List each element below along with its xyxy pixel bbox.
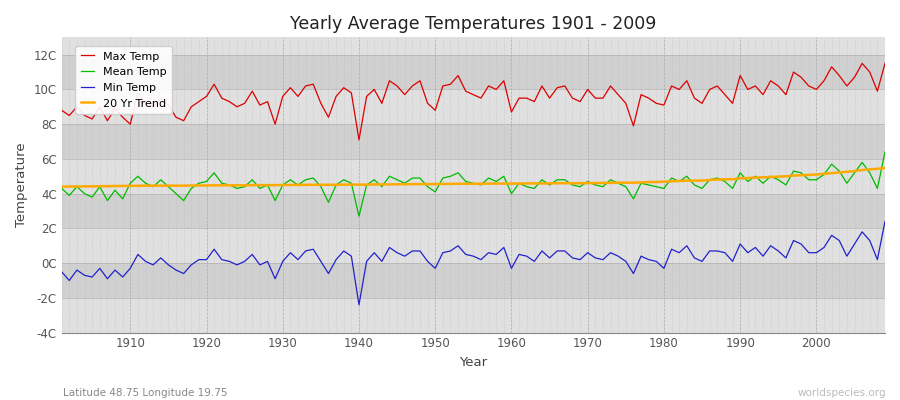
Mean Temp	[506, 191, 517, 196]
Min Temp	[285, 250, 296, 255]
20 Yr Trend	[57, 184, 68, 189]
Mean Temp	[354, 214, 364, 219]
Bar	[62, 20, 885, 55]
Mean Temp	[514, 181, 525, 186]
Mean Temp	[117, 196, 128, 201]
Mean Temp	[879, 150, 890, 154]
Max Temp	[354, 138, 364, 142]
Max Temp	[857, 61, 868, 66]
Max Temp	[330, 94, 341, 99]
20 Yr Trend	[499, 181, 509, 186]
Bar	[62, 194, 885, 228]
Legend: Max Temp, Mean Temp, Min Temp, 20 Yr Trend: Max Temp, Mean Temp, Min Temp, 20 Yr Tre…	[76, 46, 173, 114]
Bar	[62, 124, 885, 159]
Bar	[62, 90, 885, 124]
Bar	[62, 298, 885, 332]
Mean Temp	[330, 182, 341, 187]
X-axis label: Year: Year	[459, 356, 488, 369]
Line: Mean Temp: Mean Temp	[62, 152, 885, 216]
20 Yr Trend	[506, 181, 517, 186]
Y-axis label: Temperature: Temperature	[15, 143, 28, 227]
Max Temp	[57, 108, 68, 113]
Min Temp	[57, 269, 68, 274]
20 Yr Trend	[285, 182, 296, 187]
20 Yr Trend	[598, 180, 608, 185]
Bar	[62, 228, 885, 263]
Mean Temp	[57, 186, 68, 191]
Bar	[62, 263, 885, 298]
Text: Latitude 48.75 Longitude 19.75: Latitude 48.75 Longitude 19.75	[63, 388, 228, 398]
20 Yr Trend	[330, 182, 341, 187]
Line: 20 Yr Trend: 20 Yr Trend	[62, 168, 885, 187]
20 Yr Trend	[117, 184, 128, 188]
20 Yr Trend	[879, 166, 890, 170]
Line: Max Temp: Max Temp	[62, 63, 885, 140]
Min Temp	[354, 302, 364, 307]
Min Temp	[605, 250, 616, 255]
Max Temp	[879, 61, 890, 66]
Title: Yearly Average Temperatures 1901 - 2009: Yearly Average Temperatures 1901 - 2009	[290, 15, 656, 33]
Min Temp	[879, 219, 890, 224]
Max Temp	[285, 85, 296, 90]
Min Temp	[514, 252, 525, 257]
Mean Temp	[285, 177, 296, 182]
Min Temp	[506, 266, 517, 271]
Min Temp	[117, 275, 128, 280]
Line: Min Temp: Min Temp	[62, 222, 885, 305]
Mean Temp	[605, 177, 616, 182]
Max Temp	[506, 110, 517, 114]
Text: worldspecies.org: worldspecies.org	[798, 388, 886, 398]
Max Temp	[117, 115, 128, 120]
Max Temp	[605, 84, 616, 88]
Bar	[62, 159, 885, 194]
Max Temp	[514, 96, 525, 100]
Bar	[62, 55, 885, 90]
Min Temp	[330, 257, 341, 262]
